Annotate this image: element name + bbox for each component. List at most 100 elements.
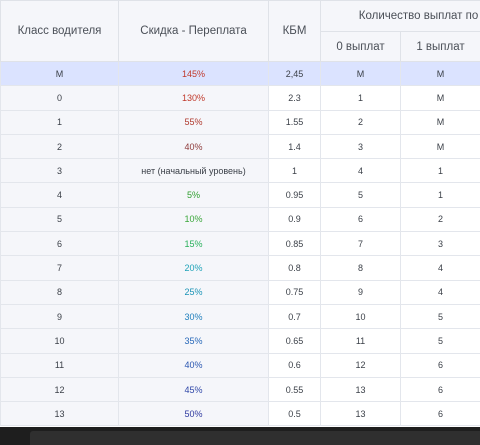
cell-kbm: 1 xyxy=(268,158,321,184)
cell-driver-class: 0 xyxy=(0,85,119,111)
cell-zero-payouts: М xyxy=(320,60,401,87)
cell-zero-payouts: 3 xyxy=(320,133,401,160)
table-row: 6 15% 0.85 7 3 xyxy=(0,231,480,257)
table-row: 8 25% 0.75 9 4 xyxy=(0,279,480,305)
cell-one-payout: М xyxy=(400,60,480,87)
cell-zero-payouts: 12 xyxy=(320,352,401,378)
cell-kbm: 0.95 xyxy=(268,182,321,208)
cell-one-payout: 1 xyxy=(400,182,480,208)
cell-discount: 15% xyxy=(118,231,269,257)
table-row: 10 35% 0.65 11 5 xyxy=(0,328,480,354)
table-body: М 145% 2,45 М М 0 130% 2.3 1 М 1 55% 1.55 2 М 2 40% 1.4 3 М… xyxy=(0,60,480,427)
cell-discount: 20% xyxy=(118,255,269,281)
cell-one-payout: 6 xyxy=(400,401,480,427)
table-row: 1 55% 1.55 2 М xyxy=(0,109,480,135)
cell-one-payout: М xyxy=(400,133,480,160)
cell-one-payout: 4 xyxy=(400,255,480,281)
cell-discount: 50% xyxy=(118,401,269,427)
cell-driver-class: 12 xyxy=(0,376,119,403)
header-kbm: КБМ xyxy=(268,0,321,62)
cell-driver-class: 6 xyxy=(0,231,119,257)
cell-discount: 10% xyxy=(118,206,269,233)
table-row: 11 40% 0.6 12 6 xyxy=(0,352,480,378)
table-header: Класс водителя Скидка - Переплата КБМ Ко… xyxy=(0,0,480,62)
cell-one-payout: М xyxy=(400,109,480,135)
table-row: 4 5% 0.95 5 1 xyxy=(0,182,480,208)
cell-kbm: 0.85 xyxy=(268,231,321,257)
cell-zero-payouts: 9 xyxy=(320,279,401,305)
cell-zero-payouts: 5 xyxy=(320,182,401,208)
cell-zero-payouts: 13 xyxy=(320,376,401,403)
cell-zero-payouts: 10 xyxy=(320,303,401,330)
header-one-payout: 1 выплат xyxy=(400,31,480,62)
cell-zero-payouts: 7 xyxy=(320,231,401,257)
cell-discount: 40% xyxy=(118,133,269,160)
cell-discount: 35% xyxy=(118,328,269,354)
cell-kbm: 0.6 xyxy=(268,352,321,378)
table-row: 0 130% 2.3 1 М xyxy=(0,85,480,111)
cell-one-payout: 4 xyxy=(400,279,480,305)
cell-driver-class: 4 xyxy=(0,182,119,208)
cell-one-payout: 6 xyxy=(400,376,480,403)
cell-zero-payouts: 1 xyxy=(320,85,401,111)
cell-zero-payouts: 8 xyxy=(320,255,401,281)
cell-kbm: 0.5 xyxy=(268,401,321,427)
cell-driver-class: 10 xyxy=(0,328,119,354)
cell-driver-class: 9 xyxy=(0,303,119,330)
cell-one-payout: М xyxy=(400,85,480,111)
cell-zero-payouts: 4 xyxy=(320,158,401,184)
cell-driver-class: 1 xyxy=(0,109,119,135)
cell-kbm: 0.8 xyxy=(268,255,321,281)
cell-kbm: 0.65 xyxy=(268,328,321,354)
kbm-table-container: Класс водителя Скидка - Переплата КБМ Ко… xyxy=(0,0,480,427)
cell-discount: 5% xyxy=(118,182,269,208)
cell-one-payout: 5 xyxy=(400,328,480,354)
cell-driver-class: 2 xyxy=(0,133,119,160)
cell-kbm: 0.55 xyxy=(268,376,321,403)
table-row: 9 30% 0.7 10 5 xyxy=(0,303,480,330)
cell-one-payout: 5 xyxy=(400,303,480,330)
cell-driver-class: 8 xyxy=(0,279,119,305)
cell-kbm: 0.9 xyxy=(268,206,321,233)
cell-discount: 40% xyxy=(118,352,269,378)
cell-discount: 30% xyxy=(118,303,269,330)
cell-zero-payouts: 6 xyxy=(320,206,401,233)
cell-discount: 145% xyxy=(118,60,269,87)
cell-kbm: 2.3 xyxy=(268,85,321,111)
cell-driver-class: 13 xyxy=(0,401,119,427)
cell-one-payout: 1 xyxy=(400,158,480,184)
table-row: 2 40% 1.4 3 М xyxy=(0,133,480,160)
cell-kbm: 1.55 xyxy=(268,109,321,135)
cell-discount: нет (начальный уровень) xyxy=(118,158,269,184)
cell-kbm: 0.7 xyxy=(268,303,321,330)
cell-driver-class: 3 xyxy=(0,158,119,184)
cell-zero-payouts: 13 xyxy=(320,401,401,427)
window-bottom-strip xyxy=(30,431,480,445)
cell-kbm: 1.4 xyxy=(268,133,321,160)
cell-zero-payouts: 2 xyxy=(320,109,401,135)
cell-discount: 45% xyxy=(118,376,269,403)
header-driver-class: Класс водителя xyxy=(0,0,119,62)
cell-discount: 130% xyxy=(118,85,269,111)
cell-one-payout: 6 xyxy=(400,352,480,378)
cell-one-payout: 3 xyxy=(400,231,480,257)
header-zero-payouts: 0 выплат xyxy=(320,31,401,62)
cell-driver-class: 7 xyxy=(0,255,119,281)
cell-discount: 25% xyxy=(118,279,269,305)
table-row: М 145% 2,45 М М xyxy=(0,60,480,87)
kbm-table: Класс водителя Скидка - Переплата КБМ Ко… xyxy=(0,0,480,427)
table-row: 7 20% 0.8 8 4 xyxy=(0,255,480,281)
table-row: 3 нет (начальный уровень) 1 4 1 xyxy=(0,158,480,184)
table-row: 12 45% 0.55 13 6 xyxy=(0,376,480,403)
table-row: 5 10% 0.9 6 2 xyxy=(0,206,480,233)
header-discount: Скидка - Переплата xyxy=(118,0,269,62)
header-payouts-count: Количество выплат по xyxy=(319,0,480,32)
cell-zero-payouts: 11 xyxy=(320,328,401,354)
cell-driver-class: 5 xyxy=(0,206,119,233)
cell-discount: 55% xyxy=(118,109,269,135)
cell-kbm: 0.75 xyxy=(268,279,321,305)
cell-driver-class: 11 xyxy=(0,352,119,378)
table-row: 13 50% 0.5 13 6 xyxy=(0,401,480,427)
cell-one-payout: 2 xyxy=(400,206,480,233)
cell-kbm: 2,45 xyxy=(268,60,321,87)
